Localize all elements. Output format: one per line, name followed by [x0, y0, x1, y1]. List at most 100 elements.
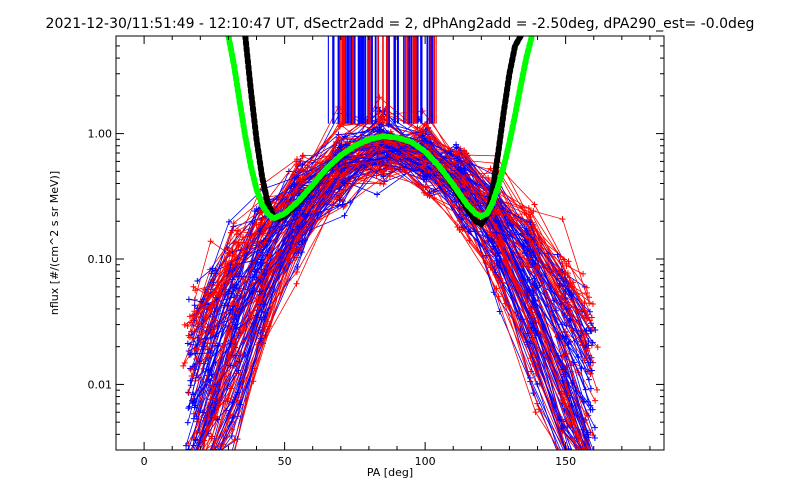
scan-point — [217, 457, 223, 463]
scan-point — [191, 457, 197, 463]
scan-point — [584, 457, 590, 463]
scan-point — [253, 206, 260, 213]
scan-point — [193, 413, 200, 420]
y-tick-label: 1.00 — [88, 128, 113, 141]
scan-point — [296, 245, 303, 252]
scan-point — [584, 289, 591, 296]
scan-point — [457, 164, 464, 171]
scan-point — [482, 259, 489, 266]
scan-point — [338, 168, 345, 175]
scan-point — [333, 165, 340, 172]
scan-point — [502, 300, 509, 307]
scan-point — [180, 362, 187, 369]
scan-point — [560, 418, 567, 425]
scan-point — [586, 457, 592, 463]
scan-point — [590, 457, 596, 463]
scan-point — [587, 406, 594, 413]
scan-point — [588, 457, 594, 463]
scan-point — [455, 148, 462, 155]
scan-point — [252, 261, 259, 268]
scan-point — [304, 164, 311, 171]
scan-point — [496, 204, 503, 211]
scan-point — [227, 307, 234, 314]
scan-point — [188, 457, 194, 463]
scan-point — [258, 256, 265, 263]
scan-point — [187, 457, 193, 463]
scan-point — [199, 457, 205, 463]
scan-point — [201, 457, 207, 463]
scan-point — [201, 457, 207, 463]
scan-point — [191, 449, 193, 450]
scan-point — [493, 224, 500, 231]
scan-point — [194, 457, 200, 463]
scan-point — [341, 165, 348, 172]
scan-point — [213, 455, 219, 461]
scan-point — [419, 132, 426, 139]
scan-point — [491, 211, 498, 218]
scan-point — [461, 174, 468, 181]
scan-point — [194, 457, 200, 463]
scan-point — [193, 456, 199, 462]
scan-point — [199, 453, 205, 459]
scan-point — [200, 343, 207, 350]
scan-point — [192, 457, 198, 463]
scan-point — [584, 457, 590, 463]
scan-point — [526, 305, 533, 312]
scan-point — [197, 457, 203, 463]
scan-point — [466, 161, 473, 168]
scan-point — [342, 160, 349, 167]
scan-point — [226, 351, 233, 358]
scan-point — [585, 429, 592, 436]
scan-point — [421, 121, 428, 128]
scan-point — [567, 421, 574, 428]
scan-point — [422, 158, 429, 165]
scan-point — [561, 335, 568, 342]
scan-point — [189, 457, 195, 463]
scan-point — [208, 270, 215, 277]
scan-point — [580, 270, 587, 277]
scan-point — [580, 457, 586, 463]
scan-point — [210, 457, 216, 463]
scan-point — [496, 259, 503, 266]
scan-point — [581, 457, 587, 463]
data-layer — [180, 36, 601, 463]
scan-point — [585, 434, 592, 441]
scan-point — [590, 432, 597, 439]
scan-point — [370, 126, 377, 133]
scan-point — [229, 457, 235, 463]
scan-point — [532, 409, 539, 416]
scan-point — [587, 454, 593, 460]
scan-point — [191, 302, 198, 309]
scan-point — [187, 457, 193, 463]
scan-point — [188, 328, 195, 335]
scan-point — [206, 457, 212, 463]
scan-point — [529, 332, 536, 339]
scan-point — [592, 451, 598, 457]
scan-point — [228, 385, 235, 392]
x-tick-label: 50 — [278, 455, 292, 468]
scan-point — [586, 457, 592, 463]
scan-point — [585, 457, 591, 463]
scan-point — [529, 261, 536, 268]
scan-point — [204, 457, 210, 463]
scan-point — [380, 173, 387, 180]
scan-point — [185, 389, 192, 396]
scan-point — [251, 274, 258, 281]
scan-point — [227, 340, 234, 347]
scan-point — [584, 457, 590, 463]
scan-point — [585, 457, 591, 463]
scan-point — [186, 313, 193, 320]
scan-point — [589, 339, 596, 346]
scan-point — [264, 222, 271, 229]
scan-point — [186, 457, 192, 463]
scan-point — [212, 457, 218, 463]
scan-point — [227, 229, 234, 236]
scan-point — [581, 334, 588, 341]
scan-point — [586, 317, 593, 324]
scan-point — [220, 441, 227, 448]
scan-point — [559, 321, 566, 328]
scan-point — [581, 457, 587, 463]
scan-point — [588, 457, 594, 463]
scan-point — [582, 457, 588, 463]
